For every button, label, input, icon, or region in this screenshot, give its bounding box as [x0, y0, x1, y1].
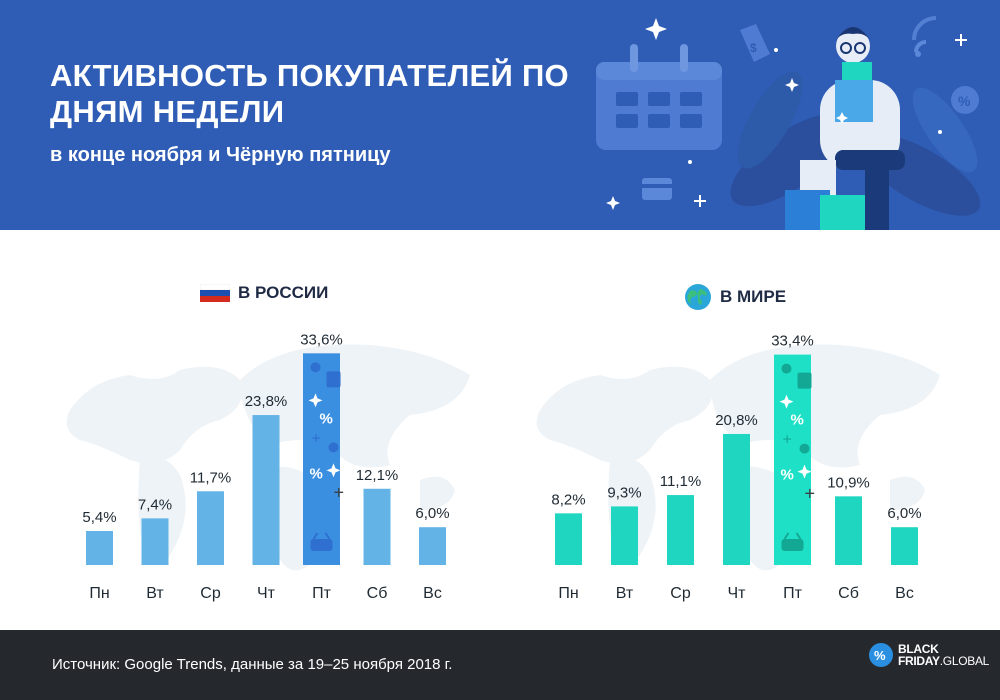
bar-world-Чт [723, 433, 750, 565]
category-label-russia-Вт: Вт [146, 585, 164, 602]
footer: Источник: Google Trends, данные за 19–25… [0, 630, 1000, 700]
bar-world-Вс [891, 527, 918, 565]
header-illustration: $ % [596, 16, 981, 230]
value-label-world-Вс: 6,0% [887, 505, 921, 522]
sparkle-icon [326, 463, 341, 478]
basket-handle [312, 532, 331, 540]
category-label-russia-Чт: Чт [257, 585, 276, 602]
bar-russia-Сб [363, 488, 391, 565]
percent-badge-icon: % [869, 643, 893, 667]
bar-russia-Вс [419, 527, 446, 565]
calendar-icon [596, 44, 722, 150]
plus-circle-icon [310, 362, 321, 373]
shopping-bag-icon [797, 372, 812, 389]
panel-title-world: В МИРЕ [684, 283, 786, 311]
bar-russia-Ср [197, 491, 224, 565]
panel-title-russia: В РОССИИ [200, 283, 328, 303]
bar-russia-Пт [303, 353, 340, 565]
value-label-russia-Пн: 5,4% [82, 509, 116, 526]
category-label-russia-Пт: Пт [312, 585, 332, 602]
globe-icon [685, 284, 711, 310]
value-label-russia-Вс: 6,0% [415, 505, 449, 522]
friday-decor-russia: %% + + [308, 362, 345, 551]
value-label-russia-Чт: 23,8% [245, 393, 288, 410]
plus-icon: + [783, 432, 792, 449]
plus-circle-icon [781, 363, 792, 374]
category-label-russia-Пн: Пн [89, 585, 109, 602]
percent-icon: % [781, 467, 794, 484]
shopping-basket-icon [781, 539, 804, 551]
source-note: Источник: Google Trends, данные за 19–25… [52, 656, 453, 673]
wifi-icon [912, 16, 937, 57]
bar-russia-Пн [86, 530, 113, 565]
category-label-world-Сб: Сб [838, 585, 859, 602]
bar-world-Пт [774, 354, 811, 565]
russia-flag-icon [200, 284, 230, 302]
chart-russia: 5,4% Пн 7,4% Вт 11,7% Ср 23,8% Чт%% + +33,6% Пт 12,… [82, 331, 449, 602]
value-label-world-Пн: 8,2% [551, 491, 585, 508]
basket-handle [783, 532, 802, 540]
value-label-russia-Ср: 11,7% [190, 469, 231, 486]
page-title: АКТИВНОСТЬ ПОКУПАТЕЛЕЙ ПО ДНЯМ НЕДЕЛИ [50, 58, 569, 129]
category-label-world-Пн: Пн [558, 585, 578, 602]
category-label-world-Чт: Чт [728, 585, 747, 602]
logo-text: BLACK FRIDAY.GLOBAL [898, 643, 989, 667]
plus-circle-icon [328, 442, 339, 453]
bar-russia-Вт [141, 518, 169, 565]
sparkle-icon [779, 394, 794, 409]
shopping-bag-icon [326, 371, 341, 388]
category-label-russia-Сб: Сб [367, 585, 388, 602]
price-tag-icon: $ [740, 24, 770, 62]
value-label-world-Пт: 33,4% [771, 333, 814, 350]
sparkle-icon [606, 18, 967, 210]
bar-world-Вт [611, 506, 638, 565]
logo-line-2a: FRIDAY [898, 654, 940, 668]
logo-line-2b: .GLOBAL [939, 654, 990, 668]
header-banner: АКТИВНОСТЬ ПОКУПАТЕЛЕЙ ПО ДНЯМ НЕДЕЛИ в … [0, 0, 1000, 230]
plus-icon: + [334, 482, 345, 502]
bar-russia-Чт [252, 415, 280, 565]
value-label-russia-Вт: 7,4% [138, 496, 172, 513]
friday-decor-world: %% + + [779, 363, 816, 551]
value-label-world-Чт: 20,8% [715, 412, 758, 429]
sparkle-icon [797, 464, 812, 479]
plus-icon: + [805, 484, 816, 504]
percent-icon: % [310, 465, 323, 482]
category-label-world-Вс: Вс [895, 585, 914, 602]
bar-world-Ср [667, 495, 694, 565]
page-subtitle: в конце ноября и Чёрную пятницу [50, 144, 391, 166]
percent-icon: % [951, 86, 979, 114]
logo-line-1: BLACK [898, 642, 939, 656]
bar-world-Сб [835, 496, 862, 565]
category-label-russia-Ср: Ср [200, 585, 221, 602]
svg-text:$: $ [750, 41, 757, 55]
percent-icon: % [791, 412, 804, 429]
value-label-russia-Сб: 12,1% [356, 467, 399, 484]
charts-area: 5,4% Пн 7,4% Вт 11,7% Ср 23,8% Чт%% + +33,6% Пт 12,… [66, 331, 940, 602]
percent-icon: % [320, 410, 333, 427]
value-label-world-Ср: 11,1% [660, 473, 701, 490]
value-label-world-Вт: 9,3% [607, 484, 641, 501]
svg-text:%: % [874, 648, 886, 663]
bar-world-Пн [555, 513, 582, 565]
category-label-russia-Вс: Вс [423, 585, 442, 602]
category-label-world-Ср: Ср [670, 585, 691, 602]
shopping-basket-icon [310, 539, 333, 551]
category-label-world-Пт: Пт [783, 585, 803, 602]
sparkle-icon [308, 393, 323, 408]
panel-label-world: В МИРЕ [720, 287, 787, 306]
value-label-world-Сб: 10,9% [827, 474, 870, 491]
svg-text:%: % [958, 93, 971, 109]
category-label-world-Вт: Вт [616, 585, 634, 602]
panel-label-russia: В РОССИИ [238, 283, 329, 302]
black-friday-logo[interactable]: % BLACK FRIDAY.GLOBAL [868, 642, 989, 668]
plus-icon: + [312, 430, 321, 447]
credit-card-icon [642, 178, 672, 200]
person-with-shopping-bags [785, 27, 905, 230]
plus-circle-icon [799, 443, 810, 454]
chart-world: 8,2% Пн 9,3% Вт 11,1% Ср 20,8% Чт%% + +33,4% Пт 10,… [551, 333, 921, 602]
value-label-russia-Пт: 33,6% [300, 331, 343, 348]
